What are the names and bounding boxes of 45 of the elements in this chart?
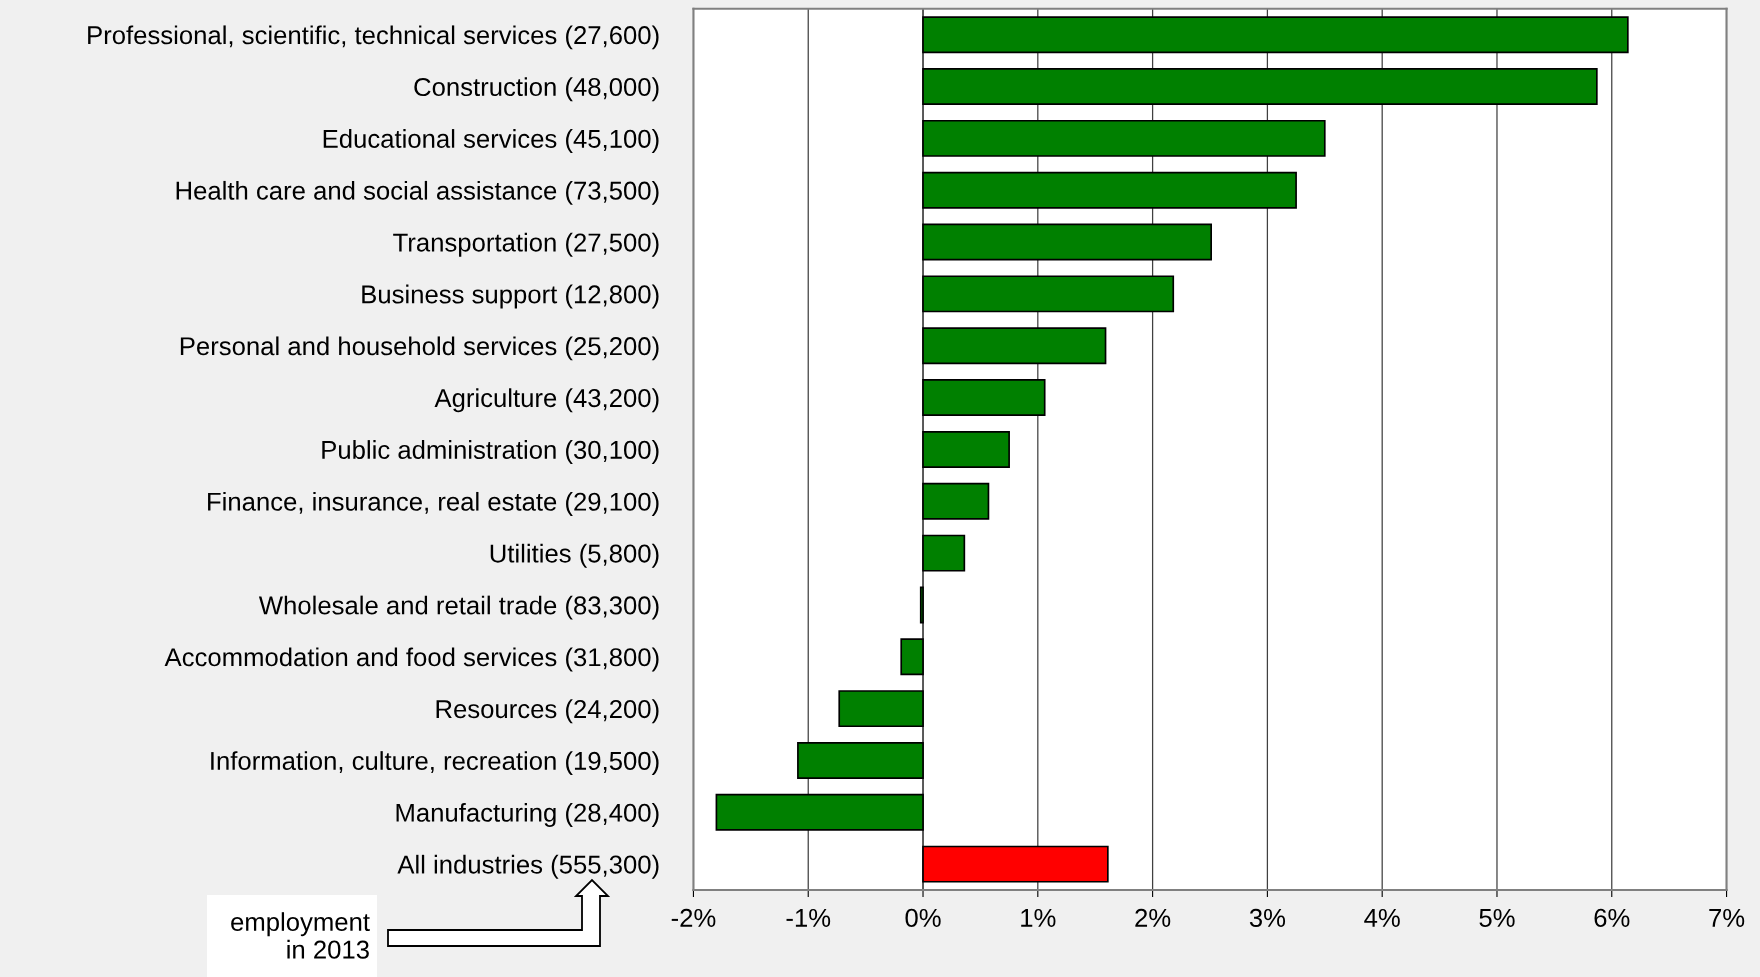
bar bbox=[797, 741, 924, 779]
x-tick-label: 1% bbox=[1021, 908, 1056, 927]
bar bbox=[922, 430, 1010, 468]
y-tick-label: Educational services (45,100) bbox=[323, 129, 659, 154]
bar bbox=[922, 223, 1212, 261]
y-tick-label: Agriculture (43,200) bbox=[434, 388, 659, 413]
y-tick-label: Transportation (27,500) bbox=[393, 232, 659, 257]
y-tick-label: Personal and household services (25,200) bbox=[180, 336, 659, 361]
y-tick-label: Utilities (5,800) bbox=[490, 543, 659, 568]
y-tick-label: All industries (555,300) bbox=[397, 854, 659, 879]
bar bbox=[922, 68, 1598, 106]
y-tick-label: Manufacturing (28,400) bbox=[396, 802, 659, 827]
x-tick-label: -2% bbox=[671, 908, 716, 927]
bar bbox=[919, 586, 924, 624]
text: employment in 2013 bbox=[231, 912, 370, 959]
bar bbox=[922, 845, 1109, 883]
bar bbox=[922, 482, 990, 520]
x-tick-label: 4% bbox=[1364, 908, 1400, 927]
bar bbox=[922, 171, 1297, 209]
bar bbox=[922, 275, 1175, 313]
y-tick-label: Professional, scientific, technical services (27,600) bbox=[88, 25, 659, 50]
y-tick-label: Business support (12,800) bbox=[362, 284, 659, 309]
bar bbox=[838, 690, 924, 728]
bar bbox=[922, 327, 1107, 365]
y-tick-label: Public administration (30,100) bbox=[322, 440, 659, 465]
y-tick-label: Information, culture, recreation (19,500) bbox=[211, 751, 659, 776]
x-tick-label: 6% bbox=[1594, 908, 1630, 927]
bar bbox=[900, 638, 924, 676]
bar bbox=[922, 119, 1326, 157]
y-tick-label: Health care and social assistance (73,500) bbox=[176, 180, 659, 205]
y-tick-label: Accommodation and food services (31,800) bbox=[164, 647, 659, 672]
y-tick-label: Resources (24,200) bbox=[436, 699, 659, 724]
x-tick-label: 7% bbox=[1709, 908, 1745, 927]
y-tick-label: Wholesale and retail trade (83,300) bbox=[258, 595, 659, 620]
y-tick-label: Construction (48,000) bbox=[414, 77, 659, 102]
x-tick-label: 5% bbox=[1479, 908, 1515, 927]
bar bbox=[922, 16, 1629, 54]
bar bbox=[715, 793, 924, 831]
bar bbox=[922, 534, 966, 572]
bar bbox=[922, 379, 1046, 417]
x-tick-label: 3% bbox=[1249, 908, 1286, 927]
x-tick-label: -1% bbox=[786, 908, 831, 927]
y-tick-label: Finance, insurance, real estate (29,100) bbox=[208, 491, 659, 516]
x-tick-label: 0% bbox=[905, 908, 941, 927]
x-tick-label: 2% bbox=[1135, 908, 1171, 927]
